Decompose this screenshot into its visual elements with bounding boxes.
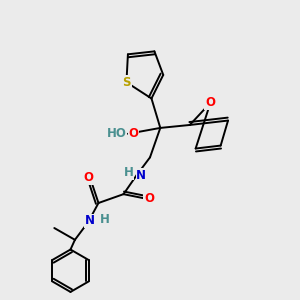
Text: HO: HO — [106, 127, 126, 140]
Text: O: O — [83, 172, 93, 184]
Text: O: O — [144, 192, 154, 205]
Text: S: S — [122, 76, 131, 89]
Text: O: O — [128, 127, 138, 140]
Text: H: H — [124, 166, 134, 179]
Text: N: N — [85, 214, 94, 227]
Text: O: O — [206, 96, 215, 110]
Text: N: N — [136, 169, 146, 182]
Text: H: H — [99, 213, 109, 226]
